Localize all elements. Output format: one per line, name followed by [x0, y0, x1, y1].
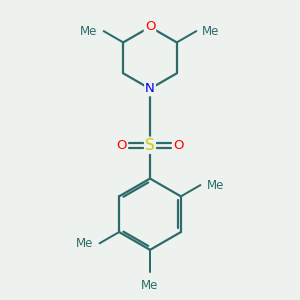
Text: Me: Me	[206, 178, 224, 192]
Text: O: O	[173, 139, 184, 152]
Text: Me: Me	[202, 25, 220, 38]
Text: Me: Me	[76, 237, 94, 250]
Text: N: N	[145, 82, 155, 95]
Text: S: S	[145, 138, 155, 153]
Text: O: O	[145, 20, 155, 34]
Text: O: O	[116, 139, 127, 152]
Text: Me: Me	[141, 279, 159, 292]
Text: Me: Me	[80, 25, 98, 38]
